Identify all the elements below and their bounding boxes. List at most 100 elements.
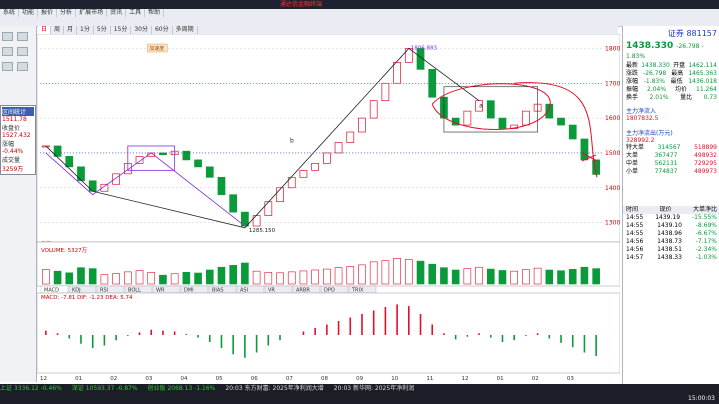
candle (135, 156, 144, 164)
candle (428, 68, 437, 98)
menu-item[interactable]: 工具 (126, 9, 146, 17)
volume-bar (252, 270, 261, 285)
tool[interactable] (2, 62, 13, 71)
quote-cell: -26.798 (643, 70, 667, 77)
quote-cell: 1438.330 (641, 62, 670, 69)
candle (498, 117, 507, 129)
quote-cell: 1465.363 (688, 70, 717, 77)
indicator-tab-label: ARBR (296, 288, 310, 294)
candle (194, 159, 202, 168)
stats-row: 成交量 (2, 157, 21, 164)
menu-item[interactable]: 分析 (57, 9, 77, 17)
trade-cell: -6.67% (695, 230, 717, 237)
indicator-tab-label: VR (268, 288, 275, 294)
volume-bar (568, 269, 577, 285)
quote-cell: 开盘 (673, 62, 686, 69)
quote-cell: 涨幅 (626, 78, 639, 85)
indicator-tab-label: MACD (44, 288, 59, 294)
volume-bar (205, 269, 214, 285)
volume-bar (557, 270, 565, 285)
candle (287, 176, 296, 189)
stats-row: 涨幅 (2, 141, 15, 148)
tool[interactable] (2, 47, 13, 56)
period-tab[interactable]: 多周期 (173, 26, 198, 34)
volume-bar (287, 271, 296, 285)
status-bar: 上证 3336.12 -0.46% 深证 10593.37 -0.87% 创业板 2… (0, 384, 719, 404)
period-tab[interactable]: 月 (64, 26, 78, 34)
period-tab[interactable]: 60分 (152, 26, 173, 34)
candle (159, 152, 167, 156)
date-label: 01 (497, 376, 504, 382)
volume-bar (299, 270, 308, 285)
period-tab[interactable]: 周 (51, 26, 65, 34)
label-a: a (479, 103, 483, 110)
period-tab[interactable]: 1分 (77, 26, 94, 34)
menu-item[interactable]: 资讯 (107, 9, 127, 17)
volume-bar (241, 262, 249, 285)
date-label: 04 (181, 376, 188, 382)
volume-bar (53, 270, 62, 285)
quote-cell: 2.04% (646, 86, 667, 93)
candle (381, 82, 390, 102)
tool[interactable] (2, 32, 13, 41)
volume-bar (229, 265, 238, 285)
flow-row: 特大单 314567 518899 (623, 144, 719, 152)
indicator-tab-label: RSI (100, 288, 108, 294)
macd-legend: MACD: -7.81 DIF: -1.23 DEA: 5.74 (41, 295, 133, 301)
candle (229, 194, 238, 213)
trade-cell: 1438.51 (657, 246, 682, 253)
candle (568, 124, 577, 140)
quote-row: 涨幅 -1.83% 最低 1436.018 (623, 78, 719, 86)
stats-row: 3259万 (2, 166, 24, 173)
volume-bar (334, 267, 343, 285)
period-tab[interactable]: 日 (38, 26, 52, 34)
volume-bar (416, 260, 425, 285)
quote-cell: 涨跌 (626, 70, 639, 77)
menu-item[interactable]: 帮助 (145, 9, 165, 17)
menu-item[interactable]: 系统 (0, 9, 20, 17)
indicator-tab-label: ASI (240, 288, 248, 294)
tool[interactable] (17, 32, 28, 41)
period-tab[interactable]: 15分 (111, 26, 132, 34)
quote-cell: 2.01% (649, 94, 669, 101)
tool[interactable] (17, 62, 28, 71)
volume-bar (124, 271, 132, 285)
menu-item[interactable]: 扩展市场 (76, 9, 108, 17)
volume-bar (147, 272, 156, 285)
flow-row: 大单 367477 498932 (623, 152, 719, 160)
menu-item[interactable]: 报价 (38, 9, 58, 17)
flow-cell: 314567 (657, 144, 681, 151)
volume-bar (65, 272, 74, 285)
candle (205, 166, 214, 178)
period-tab[interactable]: 5分 (94, 26, 111, 34)
quote-cell: 换手 (626, 94, 639, 101)
quote-cell: 1436.018 (688, 78, 717, 85)
window-title: 通达信金融终端 (280, 1, 323, 8)
candle (522, 110, 530, 126)
volume-bar (451, 269, 460, 285)
stats-row: 收盘价 (2, 125, 21, 132)
candle (580, 138, 589, 161)
menu-item[interactable]: 功能 (19, 9, 39, 17)
candle (53, 145, 62, 157)
volume-bar (475, 266, 483, 285)
volume-bar (358, 264, 366, 285)
trade-row: 14:55 1439.10 -8.69% (623, 222, 719, 230)
y-tick-label: 1800 (605, 45, 620, 52)
candle (276, 187, 284, 203)
pct: -1.83% (626, 43, 704, 60)
candle (346, 131, 355, 143)
period-tab[interactable]: 30分 (131, 26, 152, 34)
stats-title: 区间统计 (2, 107, 34, 116)
macd-pane (37, 292, 620, 374)
candle (557, 117, 565, 126)
trade-cell: -15.55% (691, 214, 717, 221)
volume-bar (545, 269, 554, 285)
date-label: 06 (251, 376, 258, 382)
volume-bar (276, 272, 284, 285)
tool[interactable] (17, 47, 28, 56)
freehand (431, 82, 598, 178)
candle (311, 163, 320, 171)
flow-cell: 367477 (654, 152, 678, 159)
